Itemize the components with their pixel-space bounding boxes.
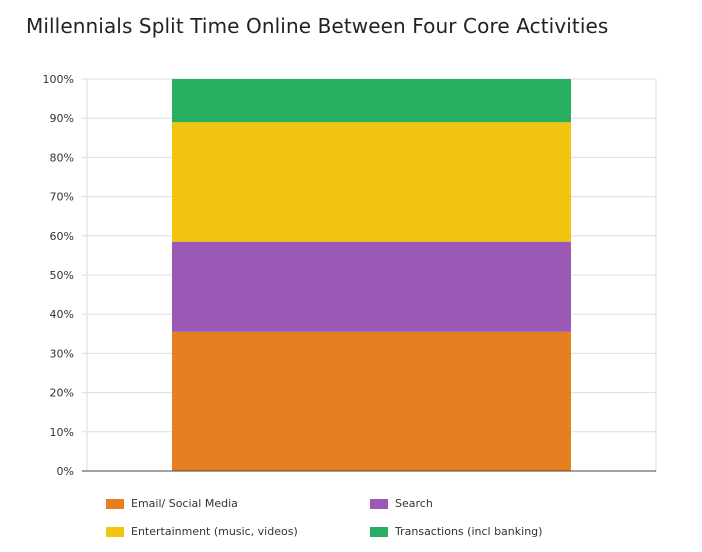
chart-title: Millennials Split Time Online Between Fo… [26, 14, 609, 38]
y-tick-label: 10% [50, 426, 74, 439]
y-tick-label: 80% [50, 151, 74, 164]
y-tick-label: 70% [50, 191, 74, 204]
bars [172, 79, 571, 471]
bar-segment-1 [172, 331, 571, 471]
bar-segment-2 [172, 241, 571, 332]
y-tick-label: 40% [50, 308, 74, 321]
bar-segment-4 [172, 79, 571, 123]
y-tick-label: 60% [50, 230, 74, 243]
y-tick-label: 30% [50, 347, 74, 360]
y-tick-label: 90% [50, 112, 74, 125]
y-axis-ticks: 0% 10% 20% 30% 40% 50% 60% 70% 80% 90% 100% [43, 73, 74, 478]
y-tick-label: 100% [43, 73, 74, 86]
bar-segment-3 [172, 122, 571, 242]
y-tick-label: 20% [50, 387, 74, 400]
y-tick-label: 0% [57, 465, 74, 478]
y-tick-label: 50% [50, 269, 74, 282]
